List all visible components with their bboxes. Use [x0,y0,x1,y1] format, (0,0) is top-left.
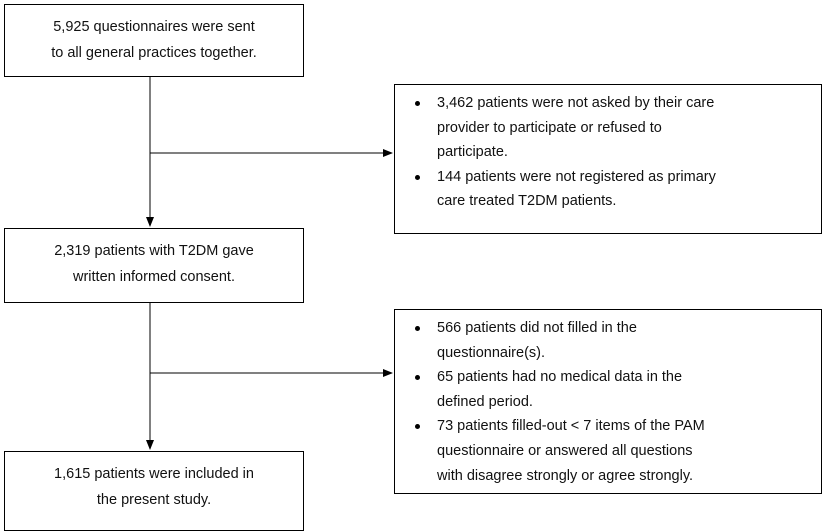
bullet-item: 73 patients filled-out < 7 items of the … [415,414,813,488]
text-line: to all general practices together. [51,45,257,61]
text-line: defined period. [437,393,533,410]
text-line: questionnaire or answered all questions [437,442,693,459]
flow-box: 5,925 questionnaires were sent to all gen… [4,4,304,77]
text-line: 1,615 patients were included in [54,466,254,482]
bullet-item: 3,462 patients were not asked by their c… [415,91,813,165]
text-line: 73 patients filled-out < 7 items of the … [437,418,705,435]
flow-box: 1,615 patients were included in the prese… [4,451,304,531]
connectors [146,76,393,450]
flow-box: 2,319 patients with T2DM gave written inf… [4,228,304,303]
text-line: questionnaire(s). [437,344,545,361]
text-line: 144 patients were not registered as prim… [437,168,716,185]
text-line: 65 patients had no medical data in the [437,369,683,386]
bullet-item: 144 patients were not registered as prim… [415,165,813,214]
bullet-item: 566 patients did not filled in the questi… [415,316,813,365]
page: 5,925 questionnaires were sent to all gen… [4,4,822,531]
text-line: 566 patients did not filled in the [437,320,637,336]
text-line: participate. [437,144,508,161]
text-line: care treated T2DM patients. [437,193,617,210]
exclusion-box: 566 patients did not filled in the questi… [394,309,822,494]
text-line: with disagree strongly or agree strongly… [437,467,694,484]
text-line: written informed consent. [73,269,235,285]
bullet-item: 65 patients had no medical data in the de… [415,365,813,414]
text-line: 2,319 patients with T2DM gave [54,243,254,259]
text-line: the present study. [96,492,212,508]
text-line: provider to participate or refused to [437,119,662,136]
text-line: 5,925 questionnaires were sent [53,19,255,35]
exclusion-box: 3,462 patients were not asked by their c… [394,84,822,234]
text-line: 3,462 patients were not asked by their c… [437,95,715,111]
